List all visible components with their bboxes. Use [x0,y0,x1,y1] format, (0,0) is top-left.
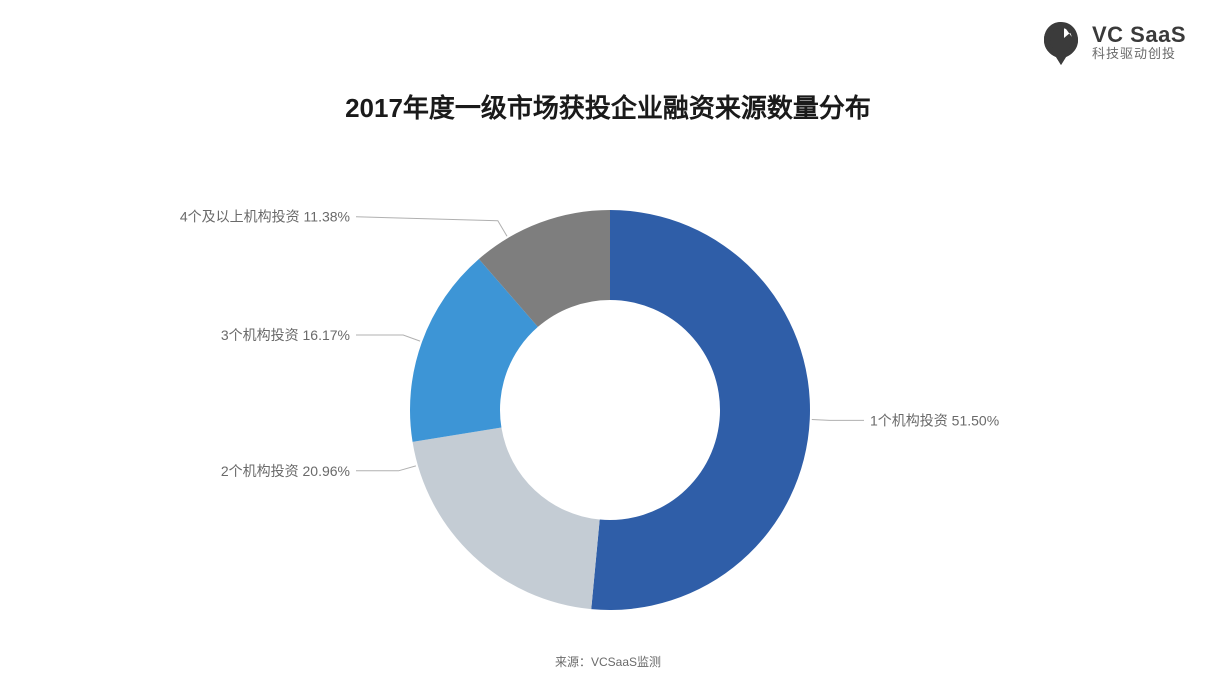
logo-mark-icon [1040,18,1082,66]
leader-line [356,335,420,341]
logo-tagline-text: 科技驱动创投 [1092,47,1186,61]
slice-label: 3个机构投资 16.17% [221,327,350,343]
leader-line [356,217,507,236]
slice-label: 4个及以上机构投资 11.38% [180,209,350,225]
brand-logo: VC SaaS 科技驱动创投 [1040,18,1186,66]
leader-line [812,419,864,420]
donut-chart: 1个机构投资 51.50% 2个机构投资 20.96% 3个机构投资 16.17% 4… [0,150,1216,660]
chart-title: 2017年度一级市场获投企业融资来源数量分布 [0,88,1216,125]
slice-label: 1个机构投资 51.50% [870,412,999,428]
source-label: 来源：VCSaaS监测 [0,653,1216,670]
logo-brand-text: VC SaaS [1092,23,1186,47]
donut-slice [413,428,600,610]
donut-slice [591,210,810,610]
leader-line [356,466,416,471]
slice-label: 2个机构投资 20.96% [221,463,350,479]
